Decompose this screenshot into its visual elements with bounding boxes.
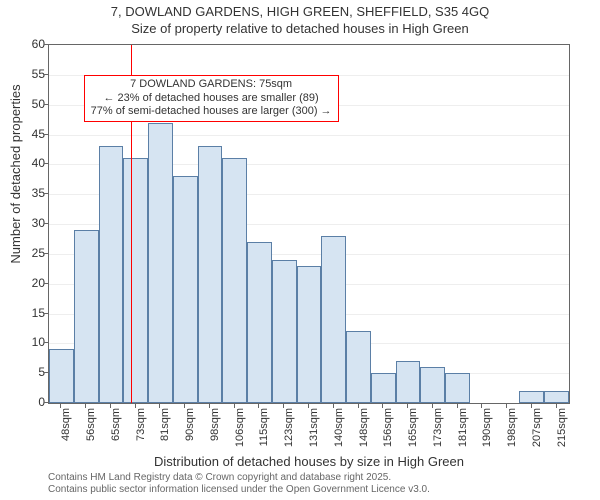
x-tick-label: 181sqm (457, 408, 469, 458)
x-tick-label: 165sqm (407, 408, 419, 458)
y-tick-label: 60 (5, 37, 45, 51)
histogram-bar (198, 146, 223, 403)
y-tick-label: 15 (5, 306, 45, 320)
histogram-bar (123, 158, 148, 403)
histogram-bar (74, 230, 99, 403)
histogram-bar (445, 373, 470, 403)
x-tick-label: 190sqm (481, 408, 493, 458)
y-tick-label: 40 (5, 156, 45, 170)
x-tick-label: 90sqm (184, 408, 196, 458)
x-tick-label: 115sqm (258, 408, 270, 458)
y-axis-label: Number of detached properties (8, 44, 23, 304)
y-tick-label: 20 (5, 276, 45, 290)
plot-area: 7 DOWLAND GARDENS: 75sqm ← 23% of detach… (48, 44, 570, 404)
y-tick-label: 30 (5, 216, 45, 230)
chart-title-description: Size of property relative to detached ho… (0, 19, 600, 42)
x-tick-label: 131sqm (308, 408, 320, 458)
annotation-title: 7 DOWLAND GARDENS: 75sqm (91, 78, 332, 92)
y-tick-label: 25 (5, 246, 45, 260)
x-tick-label: 106sqm (234, 408, 246, 458)
histogram-bar (519, 391, 544, 403)
histogram-bar (247, 242, 272, 403)
annotation-larger: 77% of semi-detached houses are larger (… (91, 105, 332, 119)
x-tick-label: 65sqm (110, 408, 122, 458)
x-tick-label: 156sqm (382, 408, 394, 458)
x-tick-label: 207sqm (531, 408, 543, 458)
chart-container: 7, DOWLAND GARDENS, HIGH GREEN, SHEFFIEL… (0, 0, 600, 500)
histogram-bar (396, 361, 421, 403)
histogram-bar (371, 373, 396, 403)
annotation-box: 7 DOWLAND GARDENS: 75sqm ← 23% of detach… (84, 75, 339, 122)
y-tick-label: 45 (5, 127, 45, 141)
histogram-bar (420, 367, 445, 403)
x-tick-label: 73sqm (135, 408, 147, 458)
histogram-bar (346, 331, 371, 403)
footer-line2: Contains public sector information licen… (48, 484, 430, 496)
x-tick-label: 98sqm (209, 408, 221, 458)
x-tick-label: 198sqm (506, 408, 518, 458)
footer-attribution: Contains HM Land Registry data © Crown c… (48, 472, 430, 496)
histogram-bar (99, 146, 124, 403)
histogram-bar (222, 158, 247, 403)
y-tick-label: 50 (5, 97, 45, 111)
x-axis-label: Distribution of detached houses by size … (48, 454, 570, 469)
y-tick-label: 10 (5, 335, 45, 349)
histogram-bar (321, 236, 346, 403)
chart-title-address: 7, DOWLAND GARDENS, HIGH GREEN, SHEFFIEL… (0, 0, 600, 19)
x-tick-label: 173sqm (432, 408, 444, 458)
y-tick-label: 0 (5, 395, 45, 409)
histogram-bar (148, 123, 173, 403)
histogram-bar (173, 176, 198, 403)
x-tick-label: 48sqm (60, 408, 72, 458)
y-tick-label: 5 (5, 365, 45, 379)
x-tick-label: 140sqm (333, 408, 345, 458)
footer-line1: Contains HM Land Registry data © Crown c… (48, 472, 430, 484)
x-tick-label: 148sqm (358, 408, 370, 458)
histogram-bar (49, 349, 74, 403)
histogram-bar (272, 260, 297, 403)
x-tick-label: 215sqm (556, 408, 568, 458)
histogram-bar (544, 391, 569, 403)
y-tick-label: 55 (5, 67, 45, 81)
histogram-bar (297, 266, 322, 403)
y-tick-label: 35 (5, 186, 45, 200)
annotation-smaller: ← 23% of detached houses are smaller (89… (91, 92, 332, 106)
x-tick-label: 81sqm (159, 408, 171, 458)
x-tick-label: 56sqm (85, 408, 97, 458)
x-tick-label: 123sqm (283, 408, 295, 458)
